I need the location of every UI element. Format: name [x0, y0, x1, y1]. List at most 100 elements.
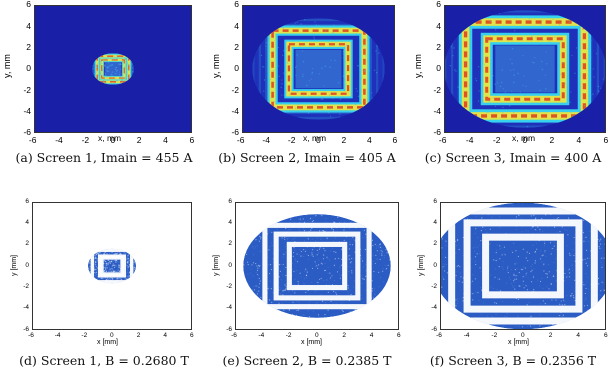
plot-e [235, 202, 399, 330]
x-tick-d-1: -4 [54, 332, 61, 339]
y-tick-d-6: -6 [23, 325, 29, 333]
ylabel-b: y, mm [211, 54, 221, 78]
y-tick-d-3: 0 [25, 261, 29, 269]
panel-f: 6 4 2 0 -2 -4 -6 -6 -4 -2 0 2 4 6 y [mm] x [mm] (f) S… [410, 190, 616, 378]
x-tick-b-1: -4 [262, 135, 270, 145]
ylabel-c: y, mm [413, 54, 423, 78]
y-tick-b-6: -6 [231, 127, 239, 138]
x-tick-e-4: 2 [342, 332, 346, 339]
plot-d [32, 202, 192, 330]
ylabel-a: y, mm [2, 54, 12, 78]
y-tick-c-2: 2 [436, 42, 441, 53]
x-tick-f-4: 2 [548, 332, 553, 339]
y-tick-f-5: -4 [431, 304, 437, 312]
scatter-e [235, 202, 399, 330]
x-tick-f-6: 6 [604, 332, 608, 339]
scatter-f [440, 202, 606, 330]
y-tick-a-2: 2 [26, 42, 31, 53]
x-tick-e-6: 6 [397, 332, 401, 339]
xlabel-d: x [mm] [97, 339, 118, 346]
y-tick-a-6: -6 [23, 127, 31, 138]
y-tick-d-2: 2 [25, 240, 29, 248]
x-tick-f-0: -6 [436, 332, 442, 339]
y-tick-e-4: -2 [226, 283, 232, 291]
xlabel-f: x [mm] [508, 339, 529, 346]
y-tick-c-6: -6 [433, 127, 441, 138]
y-tick-b-3: 0 [234, 63, 239, 74]
scatter-d [32, 202, 192, 330]
x-tick-e-2: -2 [285, 332, 292, 339]
y-tick-f-3: 0 [433, 261, 437, 269]
y-tick-c-1: 4 [436, 20, 441, 31]
y-tick-e-0: 6 [228, 197, 232, 205]
ylabel-e: y [mm] [213, 255, 220, 276]
y-tick-d-1: 4 [25, 219, 29, 227]
panel-e: 6 4 2 0 -2 -4 -6 -6 -4 -2 0 2 4 6 y [mm] x [mm] (e) S… [205, 190, 410, 378]
x-tick-e-0: -6 [231, 332, 237, 339]
caption-c: (c) Screen 3, Imain = 400 A [424, 150, 602, 165]
y-tick-e-3: 0 [228, 261, 232, 269]
y-tick-b-4: -2 [231, 84, 239, 95]
x-tick-b-5: 4 [366, 135, 372, 145]
y-tick-a-0: 6 [26, 0, 31, 10]
x-tick-b-0: -6 [236, 135, 245, 145]
y-tick-d-4: -2 [23, 283, 29, 291]
y-tick-c-5: -4 [433, 106, 441, 117]
caption-f: (f) Screen 3, B = 0.2356 T [429, 353, 597, 368]
x-tick-a-3: 0 [110, 135, 116, 145]
x-tick-f-2: -2 [491, 332, 498, 339]
x-tick-c-4: 2 [549, 135, 555, 145]
y-tick-c-0: 6 [436, 0, 441, 10]
y-tick-f-6: -6 [431, 325, 437, 333]
plot-a [34, 5, 192, 133]
y-tick-f-0: 6 [433, 197, 437, 205]
y-tick-e-6: -6 [226, 325, 232, 333]
heatmap-b [242, 5, 395, 133]
caption-e: (e) Screen 2, B = 0.2385 T [222, 353, 392, 368]
heatmap-a [34, 5, 192, 133]
x-tick-e-3: 0 [315, 332, 319, 339]
x-tick-b-3: 0 [315, 135, 321, 145]
panel-d: 6 4 2 0 -2 -4 -6 -6 -4 -2 0 2 4 6 y [mm] x [mm] (d) S… [0, 190, 205, 378]
x-tick-a-5: 4 [163, 135, 168, 145]
y-tick-d-5: -4 [23, 304, 29, 312]
panel-c: 6 4 2 0 -2 -4 -6 -6 -4 -2 0 2 4 6 y, mm x, mm (c) Scr… [410, 0, 616, 190]
plot-c [444, 5, 606, 133]
y-tick-c-3: 0 [436, 63, 441, 74]
x-tick-d-3: 0 [110, 332, 114, 339]
xlabel-c: x, mm [512, 133, 536, 143]
ylabel-f: y [mm] [418, 255, 425, 276]
y-tick-b-1: 4 [234, 20, 239, 31]
x-tick-d-4: 2 [136, 332, 141, 339]
y-tick-d-0: 6 [25, 197, 29, 205]
x-tick-c-0: -6 [438, 135, 447, 145]
x-tick-d-2: -2 [81, 332, 88, 339]
y-tick-a-1: 4 [26, 20, 31, 31]
ylabel-d: y [mm] [11, 255, 18, 276]
x-tick-b-2: -2 [287, 135, 296, 145]
y-tick-a-5: -4 [23, 106, 31, 117]
x-tick-f-5: 4 [576, 332, 580, 339]
y-tick-f-1: 4 [433, 219, 437, 227]
x-tick-b-4: 2 [341, 135, 347, 145]
x-tick-a-0: -6 [28, 135, 37, 145]
plot-f [440, 202, 606, 330]
caption-a: (a) Screen 1, Imain = 455 A [15, 150, 193, 165]
x-tick-e-5: 4 [369, 332, 374, 339]
x-tick-c-2: -2 [492, 135, 501, 145]
xlabel-b: x, mm [303, 133, 327, 143]
y-tick-b-5: -4 [231, 106, 239, 117]
y-tick-e-5: -4 [226, 304, 232, 312]
y-tick-b-2: 2 [234, 42, 239, 53]
y-tick-a-4: -2 [23, 84, 31, 95]
x-tick-d-6: 6 [190, 332, 194, 339]
x-tick-a-4: 2 [136, 135, 142, 145]
x-tick-f-1: -4 [463, 332, 470, 339]
x-tick-a-1: -4 [55, 135, 63, 145]
x-tick-c-5: 4 [576, 135, 582, 145]
y-tick-f-2: 2 [433, 240, 437, 248]
x-tick-c-6: 6 [603, 135, 609, 145]
panel-a: 6 4 2 0 -2 -4 -6 -6 -4 -2 0 2 4 6 y, mm x, mm (a) Scr… [0, 0, 205, 190]
x-tick-e-1: -4 [258, 332, 265, 339]
